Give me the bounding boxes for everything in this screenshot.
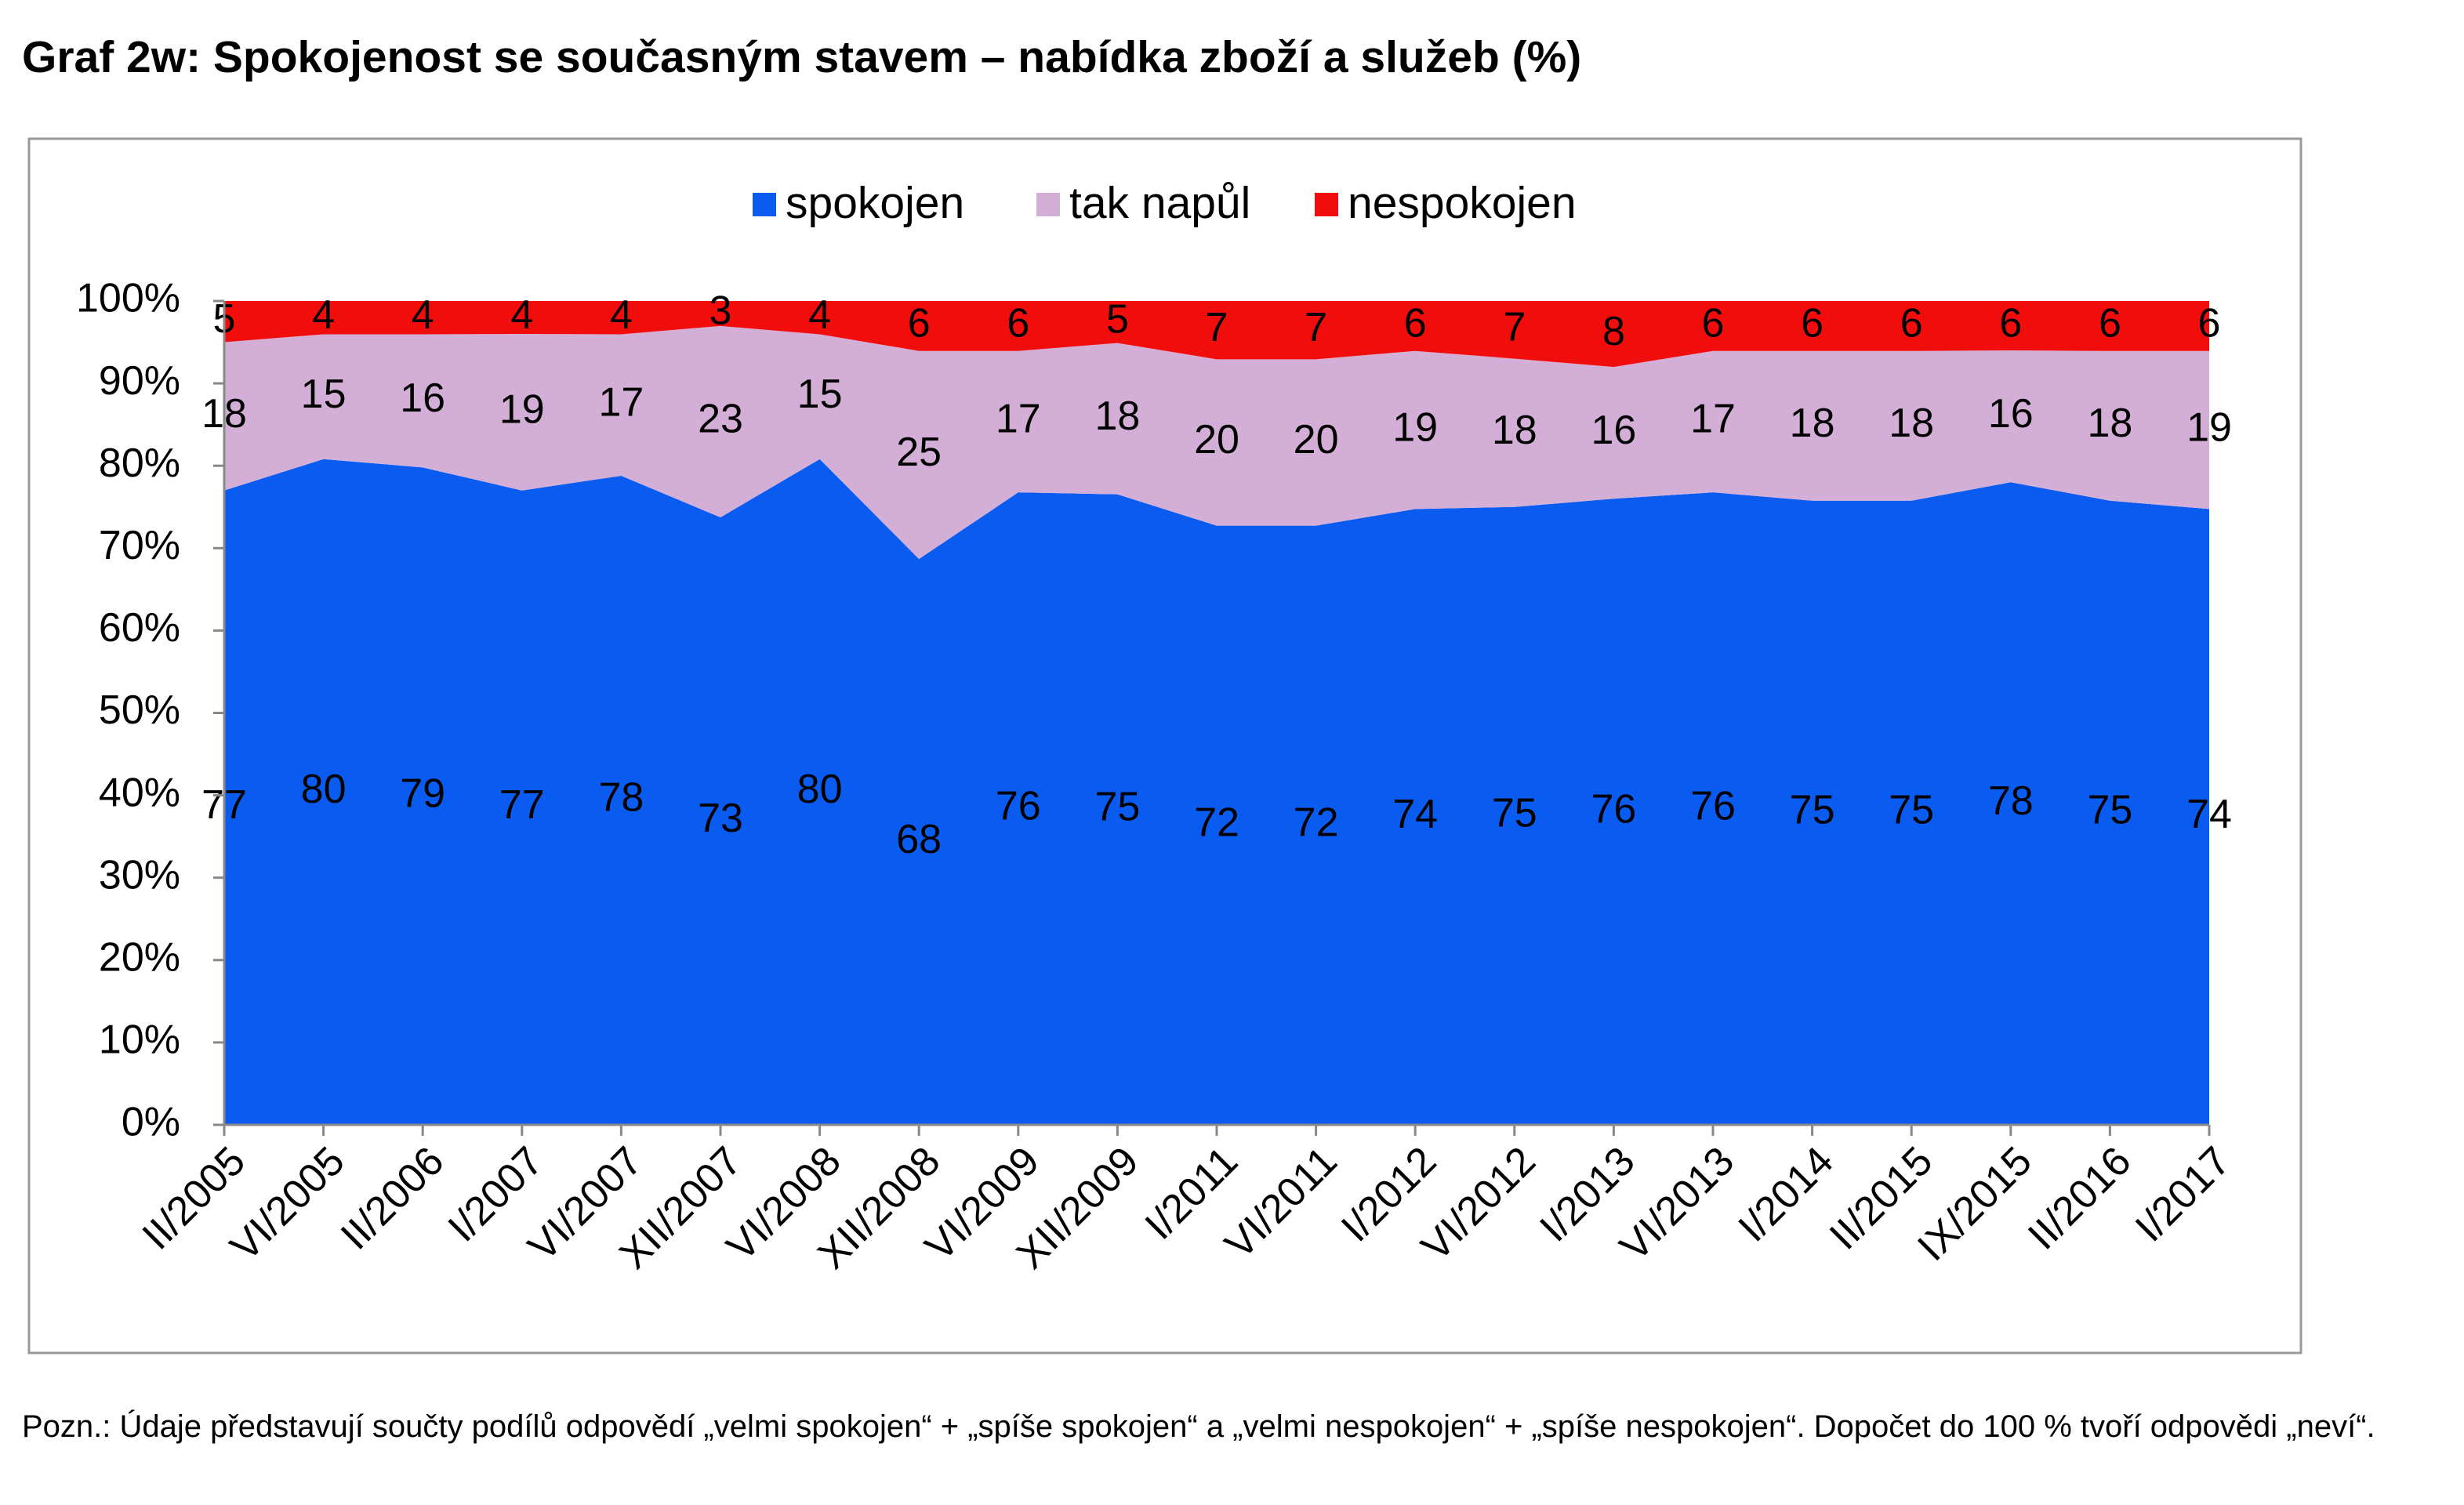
data-label: 6 [2099, 301, 2121, 346]
area [224, 301, 2209, 368]
data-label: 78 [598, 775, 644, 821]
data-label: 74 [1392, 792, 1438, 837]
data-label: 72 [1294, 800, 1339, 846]
area [224, 325, 2209, 560]
data-label: 79 [400, 771, 445, 816]
data-label: 6 [2198, 301, 2221, 346]
data-label: 4 [610, 292, 633, 338]
legend-label: nespokojen [1348, 178, 1577, 228]
y-tick-label: 100% [76, 276, 180, 321]
data-label: 15 [301, 372, 347, 417]
data-label: 75 [1492, 791, 1537, 836]
data-label: 23 [698, 397, 743, 442]
legend-swatch [1036, 193, 1060, 216]
data-label: 17 [1690, 397, 1736, 442]
data-label: 16 [1591, 408, 1636, 453]
y-tick-label: 10% [99, 1017, 180, 1063]
data-label: 6 [1801, 301, 1824, 346]
data-label: 18 [1492, 408, 1537, 453]
data-label: 3 [709, 288, 732, 334]
data-label: 4 [510, 292, 533, 338]
data-label: 18 [1790, 401, 1835, 446]
data-label: 8 [1602, 309, 1625, 354]
data-label: 78 [1988, 778, 2034, 824]
chart-frame [27, 137, 2303, 1354]
y-tick-label: 70% [99, 523, 180, 568]
data-label: 19 [1392, 404, 1438, 450]
data-label: 7 [1503, 305, 1526, 350]
data-label: 80 [797, 767, 843, 812]
y-tick-label: 40% [99, 770, 180, 815]
data-label: 18 [1094, 393, 1140, 439]
data-label: 18 [2087, 401, 2132, 446]
area [224, 459, 2209, 1125]
legend-swatch [1315, 193, 1338, 216]
data-label: 75 [1790, 788, 1835, 833]
x-tick-label: I/2014 [1730, 1138, 1842, 1250]
x-tick-label: II/2006 [332, 1138, 452, 1258]
data-label: 6 [1999, 300, 2022, 346]
data-label: 6 [1007, 301, 1029, 346]
data-label: 6 [908, 301, 931, 346]
data-label: 73 [698, 796, 743, 841]
data-label: 6 [1702, 301, 1725, 346]
data-label: 5 [1106, 297, 1129, 343]
data-label: 7 [1305, 305, 1327, 350]
y-tick-label: 0% [122, 1100, 180, 1145]
y-tick-label: 30% [99, 852, 180, 898]
y-tick-label: 60% [99, 605, 180, 651]
x-tick-label: I/2017 [2127, 1138, 2239, 1250]
data-label: 25 [896, 430, 942, 475]
data-label: 20 [1294, 417, 1339, 462]
data-label: 75 [1889, 788, 1934, 833]
data-label: 4 [808, 292, 831, 338]
data-label: 75 [2087, 788, 2132, 833]
y-tick-label: 20% [99, 935, 180, 981]
data-label: 17 [996, 397, 1041, 442]
y-tick-label: 50% [99, 687, 180, 733]
data-label: 18 [1889, 401, 1934, 446]
data-label: 15 [797, 372, 843, 417]
data-label: 80 [301, 767, 347, 812]
chart-title: Graf 2w: Spokojenost se současným stavem… [22, 32, 1581, 82]
data-label: 74 [2186, 792, 2232, 837]
x-tick-label: II/2016 [2019, 1138, 2139, 1258]
data-label: 4 [412, 292, 434, 338]
data-label: 19 [2186, 404, 2232, 450]
chart: Graf 2w: Spokojenost se současným stavem… [22, 32, 2303, 1354]
data-label: 76 [1591, 786, 1636, 832]
data-label: 17 [598, 379, 644, 425]
y-tick-label: 80% [99, 441, 180, 486]
y-tick-label: 90% [99, 358, 180, 404]
data-label: 6 [1404, 301, 1427, 346]
chart-note: Pozn.: Údaje představují součty podílů o… [22, 1409, 2375, 1444]
legend-label: tak napůl [1069, 178, 1250, 228]
data-label: 4 [312, 292, 335, 338]
data-label: 7 [1206, 305, 1228, 350]
legend-swatch [753, 193, 776, 216]
data-label: 16 [400, 375, 445, 421]
data-label: 68 [896, 817, 942, 862]
data-label: 16 [1988, 391, 2034, 437]
legend-label: spokojen [786, 178, 964, 228]
data-label: 75 [1094, 785, 1140, 830]
data-label: 72 [1194, 800, 1239, 846]
data-label: 77 [499, 782, 545, 828]
data-label: 19 [499, 387, 545, 433]
x-tick-label: VI/2011 [1217, 1138, 1346, 1267]
data-label: 76 [996, 783, 1041, 829]
data-label: 76 [1690, 783, 1736, 829]
data-label: 20 [1194, 417, 1239, 462]
data-label: 6 [1900, 301, 1923, 346]
